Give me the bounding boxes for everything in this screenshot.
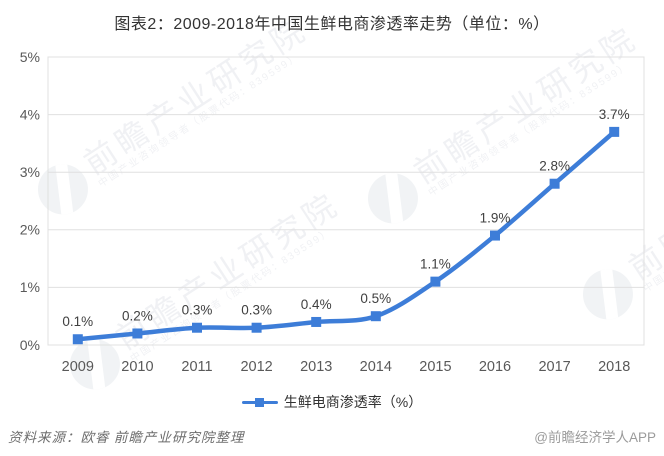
data-point-label: 0.2% [122, 308, 153, 323]
data-point-marker [549, 178, 560, 189]
data-point-label: 0.3% [241, 303, 272, 318]
data-point-label: 1.1% [420, 257, 451, 272]
y-tick-label: 0% [20, 337, 40, 353]
x-tick-label: 2011 [181, 359, 212, 375]
chart-canvas: 0% 1% 2% 3% 4% 5% 2009 2010 2011 2012 2013 2014 2015… [20, 49, 645, 375]
y-tick-label: 2% [20, 222, 40, 238]
data-point-label: 1.9% [480, 211, 511, 226]
x-tick-label: 2009 [62, 359, 94, 375]
y-tick-label: 4% [20, 106, 40, 122]
x-tick-label: 2015 [419, 359, 451, 375]
legend-label: 生鲜电商渗透率（%） [283, 394, 423, 410]
legend: 生鲜电商渗透率（%） [0, 392, 664, 412]
data-point-label: 0.4% [301, 297, 332, 312]
data-point-marker [132, 328, 143, 339]
data-point-marker [192, 322, 202, 333]
x-tick-label: 2013 [300, 359, 332, 375]
chart-title: 图表2：2009-2018年中国生鲜电商渗透率走势（单位：%） [114, 16, 550, 33]
x-tick-label: 2018 [598, 359, 630, 375]
x-tick-label: 2010 [121, 359, 153, 375]
data-point-marker [72, 334, 83, 345]
data-point-marker [609, 126, 620, 137]
y-tick-label: 3% [20, 164, 40, 180]
series-line [75, 129, 617, 342]
data-point-marker [490, 230, 500, 241]
data-point-label: 0.5% [360, 291, 391, 306]
source-note: 资料来源：欧睿 前瞻产业研究院整理 [8, 430, 245, 445]
x-tick-label: 2014 [360, 359, 392, 375]
credit-note: @前瞻经济学人APP [534, 430, 656, 445]
data-point-label: 0.3% [182, 303, 213, 318]
data-point-marker [311, 316, 322, 327]
plot-border [47, 56, 645, 346]
y-tick-label: 1% [20, 279, 40, 295]
data-point-label: 3.7% [599, 107, 630, 122]
data-point-marker [370, 311, 381, 322]
x-tick-label: 2017 [538, 359, 570, 375]
data-point-marker [251, 322, 262, 333]
legend-line-marker-icon [241, 397, 278, 407]
data-point-label: 0.1% [62, 314, 93, 329]
y-tick-label: 5% [20, 49, 40, 65]
data-point-marker [430, 276, 441, 287]
data-point-label: 2.8% [539, 159, 570, 174]
x-tick-label: 2012 [240, 359, 272, 375]
x-tick-label: 2016 [479, 359, 511, 375]
